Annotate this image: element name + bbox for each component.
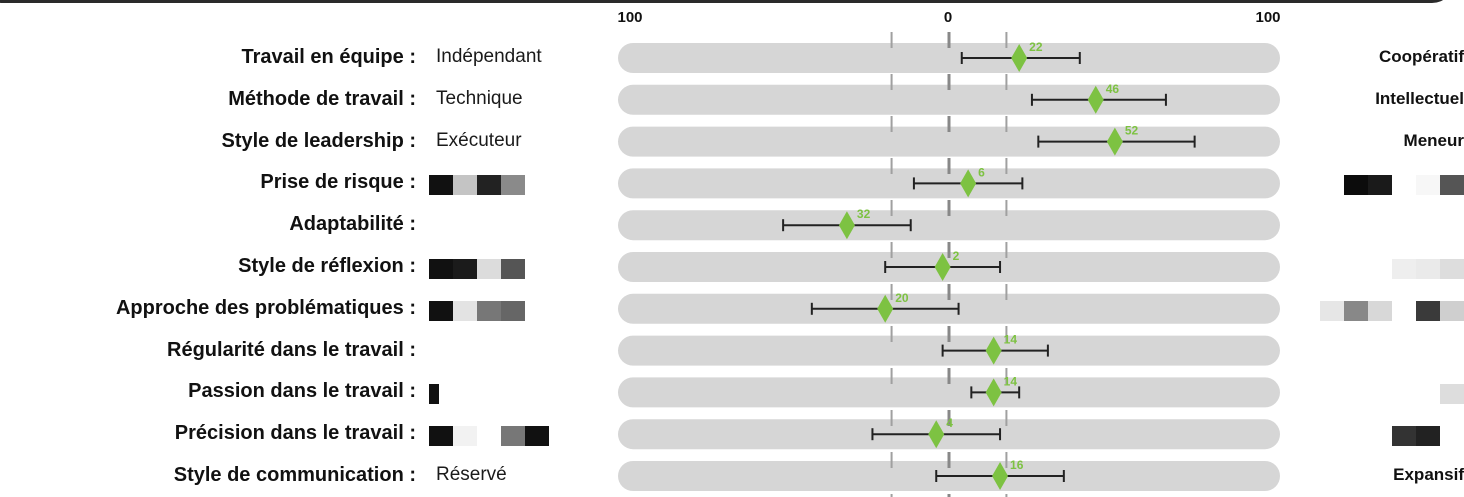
value-marker — [985, 378, 1002, 407]
value-label: 20 — [895, 291, 909, 305]
value-label: 22 — [1029, 40, 1043, 54]
bar-track — [618, 377, 1280, 408]
redacted-block — [429, 259, 525, 279]
value-marker — [934, 253, 951, 281]
row-label: Travail en équipe : — [241, 46, 416, 68]
row-label: Style de leadership : — [221, 129, 416, 152]
right-pole-label: Expansif — [1393, 465, 1464, 484]
right-pole-label: Coopératif — [1379, 47, 1464, 66]
value-marker — [928, 420, 945, 449]
redacted-block — [429, 426, 549, 447]
value-label: 14 — [1004, 333, 1018, 347]
redacted-block — [1344, 175, 1464, 196]
redacted-block — [1320, 300, 1464, 321]
row-label: Prise de risque : — [260, 171, 416, 194]
value-marker — [1106, 127, 1123, 156]
value-marker — [838, 211, 855, 240]
row-label: Style de réflexion : — [238, 255, 416, 277]
left-pole-label: Indépendant — [436, 46, 542, 67]
row-label: Adaptabilité : — [289, 213, 416, 236]
value-label: 52 — [1125, 124, 1139, 138]
value-marker — [985, 336, 1002, 365]
redacted-block — [1440, 384, 1464, 405]
x-tick-left: 100 — [617, 9, 643, 26]
row-label: Régularité dans le travail : — [167, 338, 416, 361]
left-pole-label: Réservé — [436, 464, 507, 485]
right-pole-label: Meneur — [1403, 130, 1464, 150]
x-tick-center: 0 — [943, 9, 953, 26]
bar-track — [618, 43, 1280, 73]
row-label: Précision dans le travail : — [174, 422, 416, 445]
left-pole-label: Exécuteur — [436, 129, 522, 151]
value-marker — [877, 294, 894, 323]
redacted-block — [429, 300, 525, 321]
row-label: Style de communication : — [173, 464, 416, 486]
bar-track — [618, 84, 1280, 115]
redacted-block — [429, 175, 525, 196]
row-label: Méthode de travail : — [228, 87, 416, 110]
row-label: Passion dans le travail : — [188, 380, 416, 403]
value-label: 2 — [953, 249, 960, 263]
value-marker — [1011, 44, 1028, 72]
redacted-block — [1392, 259, 1464, 279]
value-marker — [992, 462, 1009, 490]
bar-track — [618, 210, 1280, 241]
value-label: 6 — [978, 165, 985, 179]
left-pole-label: Technique — [436, 87, 523, 109]
right-pole-label: Intellectuel — [1375, 88, 1464, 108]
value-label: 46 — [1106, 82, 1120, 96]
x-tick-right: 100 — [1255, 9, 1281, 26]
value-marker — [1087, 85, 1104, 114]
value-label: 14 — [1004, 374, 1018, 388]
redacted-block — [1392, 426, 1464, 447]
value-label: 4 — [946, 416, 953, 430]
value-label: 16 — [1010, 458, 1024, 472]
value-label: 32 — [857, 207, 871, 221]
value-marker — [960, 169, 977, 198]
row-label: Approche des problématiques : — [115, 296, 416, 319]
redacted-block — [429, 384, 439, 405]
